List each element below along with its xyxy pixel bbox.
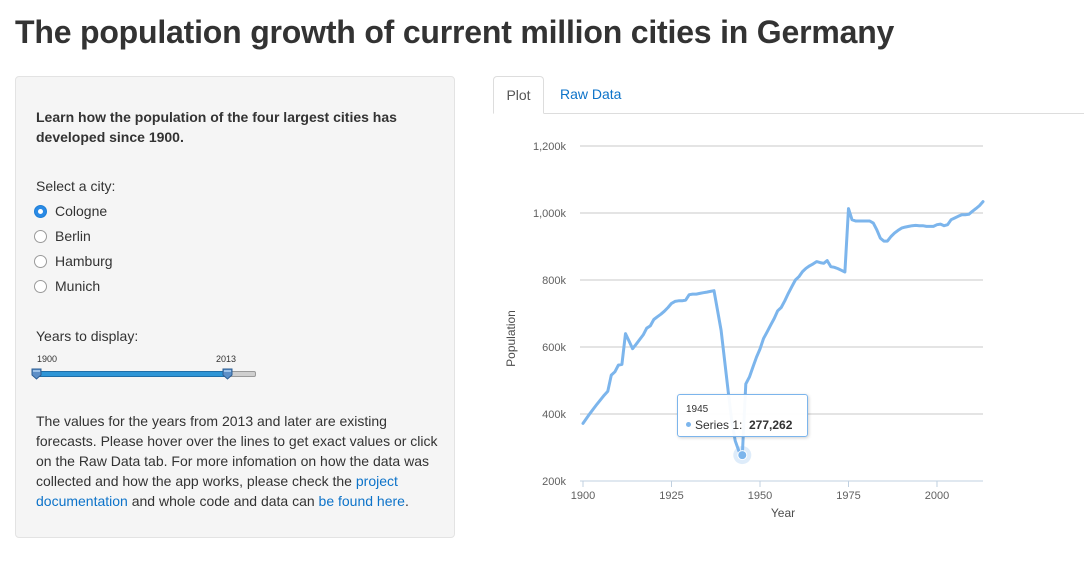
tab-raw-data[interactable]: Raw Data (560, 86, 622, 102)
tooltip-value: 277,262 (749, 418, 793, 432)
intro-text: Learn how the population of the four lar… (36, 109, 397, 145)
y-tick-label: 200k (542, 476, 566, 488)
y-axis-title: Population (504, 310, 518, 367)
y-tick-label: 600k (542, 342, 566, 354)
radio-button-munich[interactable] (34, 279, 47, 293)
x-tick-label: 1900 (571, 490, 595, 502)
series-line (581, 200, 985, 457)
years-slider-label: Years to display: (36, 328, 139, 344)
slider-selected-range (37, 371, 229, 377)
y-tick-label: 400k (542, 409, 566, 421)
radio-label-munich: Munich (55, 278, 101, 294)
y-tick-label: 1,200k (533, 141, 567, 153)
x-tick-label: 2000 (925, 490, 949, 502)
y-tick-label: 800k (542, 275, 566, 287)
description-part: The values for the years from 2013 and l… (36, 413, 438, 489)
x-axis-title: Year (771, 506, 795, 520)
tooltip-year: 1945 (686, 404, 709, 415)
page-title: The population growth of current million… (15, 14, 895, 50)
radio-label-berlin: Berlin (55, 228, 91, 244)
x-tick-label: 1975 (836, 490, 860, 502)
x-tick-label: 1925 (659, 490, 683, 502)
radio-label-hamburg: Hamburg (55, 253, 113, 269)
description-text: The values for the years from 2013 and l… (36, 411, 441, 511)
radio-option-cologne[interactable]: Cologne (34, 201, 107, 221)
radio-label-cologne: Cologne (55, 203, 108, 219)
population-line-chart: 200k 400k 600k 800k 1,000k 1,200k 1900 1925 1950… (504, 141, 985, 520)
city-select-label: Select a city: (36, 178, 116, 194)
tooltip-series-name: Series 1: (695, 418, 743, 432)
radio-option-berlin[interactable]: Berlin (34, 226, 91, 246)
description-part: and whole code and data can (127, 493, 319, 509)
radio-option-munich[interactable]: Munich (34, 276, 100, 296)
radio-button-cologne[interactable] (34, 204, 47, 218)
slider-min-value: 1900 (37, 354, 58, 364)
highlighted-point (737, 450, 748, 461)
chart-tooltip: 1945 Series 1: 277,262 (677, 394, 808, 437)
tab-plot[interactable]: Plot (493, 76, 544, 114)
slider-handle-end[interactable] (222, 368, 233, 380)
sidebar-panel: Learn how the population of the four lar… (15, 76, 455, 538)
project-documentation-link[interactable]: project documentation (36, 473, 398, 509)
slider-max-value: 2013 (216, 354, 237, 364)
radio-option-hamburg[interactable]: Hamburg (34, 251, 113, 271)
slider-handle-start[interactable] (31, 368, 42, 380)
description-part: . (404, 493, 409, 509)
tab-bar-divider (493, 113, 1084, 114)
x-tick-label: 1950 (748, 490, 772, 502)
tooltip-series-dot (686, 422, 691, 427)
radio-button-berlin[interactable] (34, 229, 47, 243)
y-tick-label: 1,000k (533, 208, 567, 220)
code-and-data-link[interactable]: be found here (318, 493, 405, 509)
radio-button-hamburg[interactable] (34, 254, 47, 268)
